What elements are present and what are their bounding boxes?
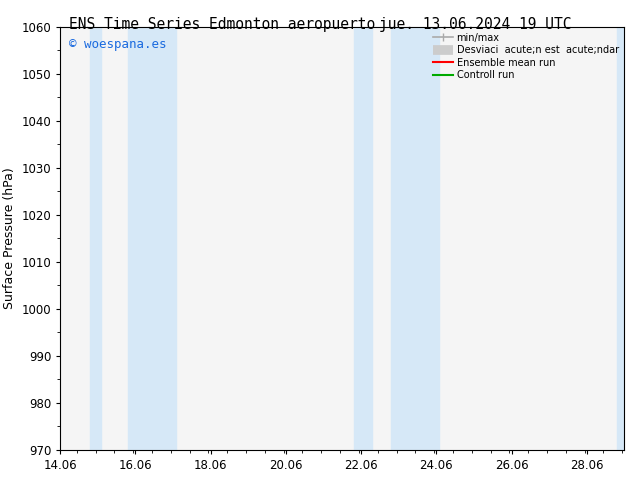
Legend: min/max, Desviaci  acute;n est  acute;ndar, Ensemble mean run, Controll run: min/max, Desviaci acute;n est acute;ndar… bbox=[430, 30, 621, 83]
Y-axis label: Surface Pressure (hPa): Surface Pressure (hPa) bbox=[3, 168, 16, 309]
Text: jue. 13.06.2024 19 UTC: jue. 13.06.2024 19 UTC bbox=[379, 17, 572, 32]
Bar bbox=[354, 27, 372, 450]
Bar bbox=[617, 27, 630, 450]
Bar bbox=[90, 27, 101, 450]
Text: © woespana.es: © woespana.es bbox=[68, 38, 166, 50]
Bar bbox=[128, 27, 176, 450]
Bar bbox=[391, 27, 439, 450]
Text: ENS Time Series Edmonton aeropuerto: ENS Time Series Edmonton aeropuerto bbox=[68, 17, 375, 32]
